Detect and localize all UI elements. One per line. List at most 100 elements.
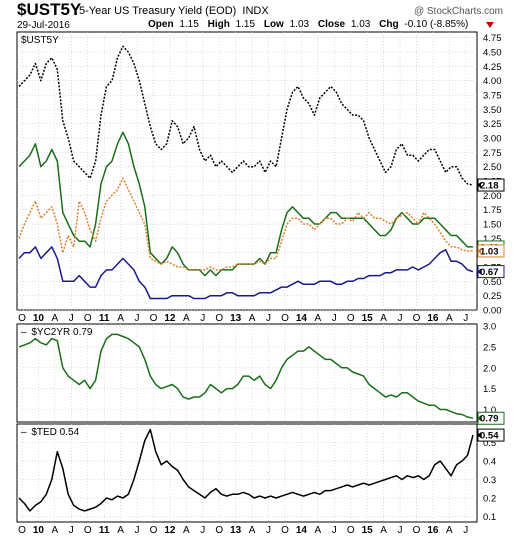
exchange-text: INDX	[242, 5, 269, 17]
x-tick-label-ted: O	[84, 525, 92, 536]
yc2yr-legend-swatch: –	[21, 327, 27, 338]
y-tick-label: 2.75	[483, 148, 502, 159]
x-tick-label-ted: O	[281, 525, 289, 536]
chart-date: 29-Jul-2016	[17, 20, 70, 31]
x-tick-label-ted: A	[117, 525, 124, 536]
x-tick-label-main: O	[413, 313, 421, 324]
description-text: 5-Year US Treasury Yield (EOD)	[79, 5, 236, 17]
low-label: Low	[264, 19, 284, 30]
x-tick-label-ted: 15	[362, 525, 374, 536]
x-tick-label-main: 10	[33, 313, 45, 324]
last-value-label: 0.54	[480, 431, 499, 442]
main-legend-label: $UST5Y	[21, 35, 59, 46]
close-label: Close	[318, 19, 346, 30]
x-tick-label-ted: O	[347, 525, 355, 536]
last-value-pointer-icon	[477, 182, 481, 189]
x-tick-label-ted: J	[135, 525, 140, 536]
x-tick-label-main: A	[249, 313, 256, 324]
y-tick-label: 3.75	[483, 91, 502, 102]
ted-legend-swatch: –	[21, 427, 27, 438]
x-tick-label-ted: 10	[33, 525, 45, 536]
x-tick-label-ted: J	[463, 525, 468, 536]
x-tick-label-main: J	[200, 313, 205, 324]
x-tick-label-ted: J	[332, 525, 337, 536]
x-tick-label-ted: 12	[164, 525, 176, 536]
x-tick-label-main: J	[398, 313, 403, 324]
open-value: 1.15	[179, 19, 199, 30]
y-tick-label: 1.75	[483, 205, 502, 216]
x-tick-label-ted: A	[315, 525, 322, 536]
x-tick-label-main: A	[315, 313, 322, 324]
x-tick-label-main: J	[463, 313, 468, 324]
x-tick-label-ted: 16	[427, 525, 439, 536]
yc2yr-panel-frame	[16, 323, 478, 423]
y-tick-label: 2.00	[483, 191, 502, 202]
series-line-0-2	[18, 177, 473, 271]
series-line-2-0	[18, 428, 474, 512]
x-tick-label-ted: O	[150, 525, 158, 536]
y-tick-label: 0.50	[483, 277, 502, 288]
yc2yr-legend-label: – $YC2YR 0.79	[21, 327, 93, 338]
x-tick-label-main: A	[52, 313, 59, 324]
x-tick-label-main: 12	[164, 313, 176, 324]
x-tick-label-main: 13	[230, 313, 242, 324]
ted-legend-text: $TED 0.54	[31, 427, 79, 438]
y-tick-label: 1.50	[483, 220, 502, 231]
x-tick-label-main: A	[183, 313, 190, 324]
x-tick-label-ted: O	[215, 525, 223, 536]
y-tick-label: 4.50	[483, 48, 502, 59]
y-tick-label: 3.50	[483, 105, 502, 116]
y-tick-label: 2.0	[483, 363, 496, 374]
chg-value: -0.10 (-8.85%)	[404, 19, 468, 30]
tick-layer: 0.000.250.500.751.001.251.501.752.002.25…	[18, 33, 505, 536]
y-tick-label: 4.00	[483, 76, 502, 87]
chg-down-arrow-icon	[486, 22, 494, 28]
y-tick-label: 4.75	[483, 33, 502, 44]
last-value-label: 1.03	[480, 246, 499, 257]
last-value-pointer-icon	[477, 432, 481, 439]
open-label: Open	[148, 19, 174, 30]
y-tick-label: 2.50	[483, 162, 502, 173]
x-tick-label-ted: A	[446, 525, 453, 536]
x-tick-label-ted: 11	[99, 525, 110, 536]
y-tick-label: 1.5	[483, 384, 496, 395]
yc2yr-legend-text: $YC2YR 0.79	[31, 327, 93, 338]
main-panel-frame	[16, 31, 478, 311]
x-tick-label-main: J	[332, 313, 337, 324]
y-tick-label: 3.0	[483, 322, 496, 333]
x-tick-label-ted: J	[200, 525, 205, 536]
y-tick-label: 0.3	[483, 475, 496, 486]
x-tick-label-ted: 13	[230, 525, 242, 536]
x-tick-label-ted: A	[249, 525, 256, 536]
series-layer	[18, 45, 474, 512]
x-tick-label-main: A	[446, 313, 453, 324]
x-tick-label-ted: A	[52, 525, 59, 536]
last-value-label: 0.67	[480, 267, 499, 278]
stockcharts-watermark: @ StockCharts.com	[414, 6, 503, 17]
last-value-label: 0.79	[480, 414, 499, 425]
close-value: 1.03	[351, 19, 371, 30]
symbol-description: 5-Year US Treasury Yield (EOD) INDX	[79, 5, 269, 17]
chg-label: Chg	[379, 19, 398, 30]
x-tick-label-main: 11	[99, 313, 110, 324]
last-value-pointer-icon	[477, 415, 481, 422]
y-tick-label: 0.2	[483, 493, 496, 504]
series-line-0-3	[18, 246, 474, 300]
high-label: High	[208, 19, 230, 30]
y-tick-label: 3.00	[483, 134, 502, 145]
ted-panel-frame	[16, 423, 478, 523]
x-tick-label-main: O	[150, 313, 158, 324]
x-tick-label-ted: J	[69, 525, 74, 536]
x-tick-label-main: J	[69, 313, 74, 324]
last-value-label: 2.18	[480, 181, 499, 192]
x-tick-label-main: O	[347, 313, 355, 324]
x-tick-label-ted: J	[266, 525, 271, 536]
grid-layer	[17, 32, 477, 522]
low-value: 1.03	[290, 19, 310, 30]
x-tick-label-main: 14	[296, 313, 308, 324]
x-tick-label-main: O	[215, 313, 223, 324]
x-tick-label-ted: O	[413, 525, 421, 536]
x-tick-label-main: 15	[362, 313, 374, 324]
x-tick-label-ted: O	[18, 525, 26, 536]
